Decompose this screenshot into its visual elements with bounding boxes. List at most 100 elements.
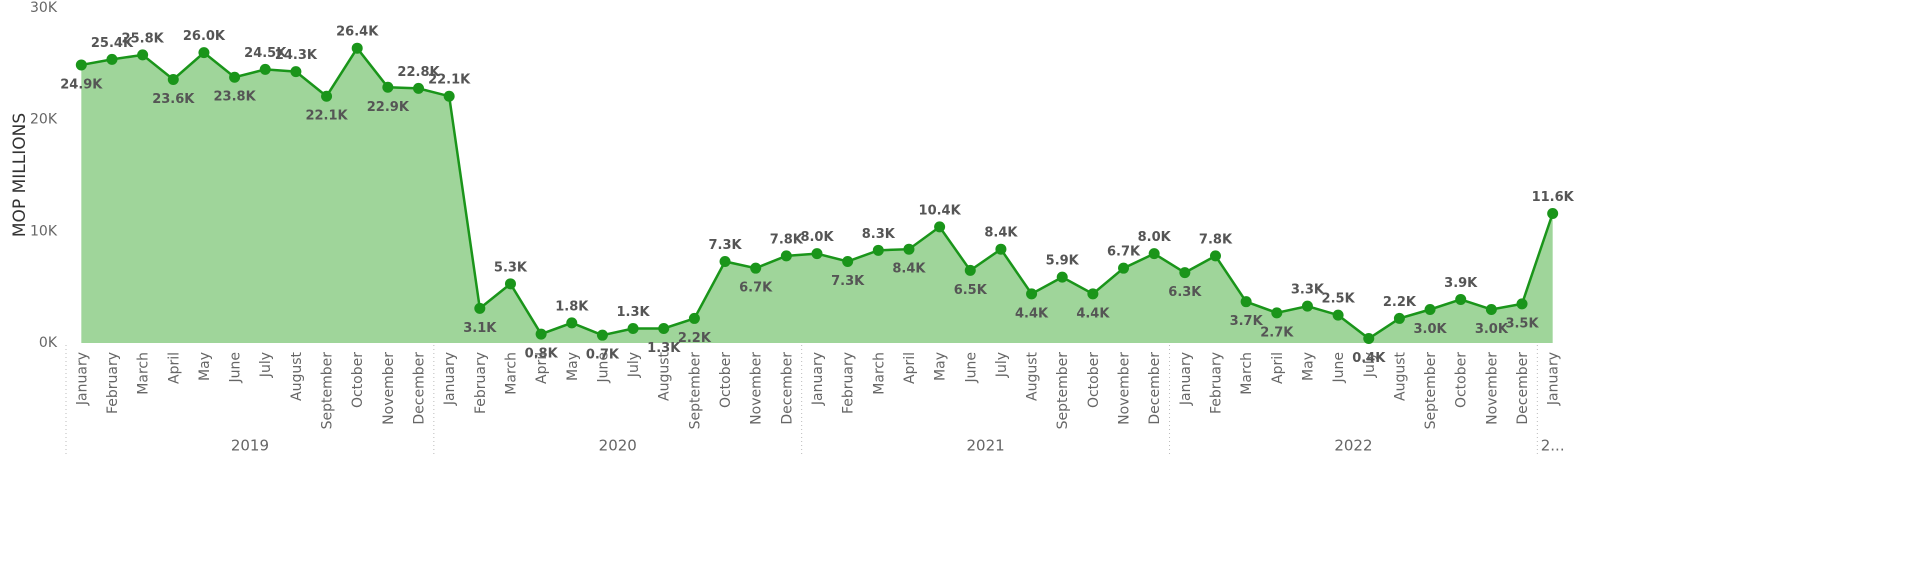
data-label: 22.8K <box>397 65 440 80</box>
data-label: 23.6K <box>152 92 195 107</box>
point <box>1363 333 1375 345</box>
point <box>1148 248 1160 260</box>
x-tick-label: August <box>657 351 673 401</box>
data-label: 3.1K <box>463 321 497 336</box>
x-tick-label: May <box>197 352 213 381</box>
point <box>1240 296 1252 308</box>
x-tick-label: January <box>810 352 826 406</box>
x-group-label: 2021 <box>966 437 1004 455</box>
x-tick-label: October <box>350 352 366 408</box>
data-label: 3.5K <box>1505 316 1539 331</box>
x-tick-label: March <box>136 352 152 395</box>
data-label: 2.7K <box>1260 325 1294 340</box>
point <box>566 317 578 329</box>
point <box>1087 288 1099 300</box>
point <box>627 322 639 334</box>
point <box>1485 304 1497 315</box>
point <box>1332 309 1344 321</box>
x-tick-label: July <box>258 352 274 378</box>
x-tick-label: March <box>871 352 887 395</box>
data-label: 3.7K <box>1230 314 1264 329</box>
point <box>1056 271 1068 283</box>
x-tick-label: January <box>442 352 458 406</box>
data-label: 3.0K <box>1414 322 1448 337</box>
x-tick-label: February <box>841 352 857 414</box>
x-tick-label: October <box>1086 352 1102 408</box>
y-tick-label: 0K <box>39 335 58 351</box>
data-label: 10.4K <box>919 203 962 218</box>
x-tick-label: March <box>503 352 519 395</box>
data-label: 8.0K <box>1138 230 1172 245</box>
point <box>1516 298 1528 310</box>
x-tick-label: January <box>74 352 90 406</box>
data-label: 1.8K <box>555 299 589 314</box>
x-tick-label: February <box>105 352 121 414</box>
point <box>167 73 179 85</box>
x-tick-label: September <box>687 352 703 430</box>
point <box>198 47 210 59</box>
data-label: 23.8K <box>214 90 257 105</box>
point <box>229 71 241 83</box>
point <box>290 66 302 78</box>
x-tick-label: July <box>1362 352 1378 378</box>
data-label: 7.8K <box>1199 232 1233 247</box>
data-label: 8.0K <box>800 230 834 245</box>
data-label: 24.3K <box>275 48 318 63</box>
data-label: 7.3K <box>708 238 742 253</box>
x-tick-label: May <box>933 352 949 381</box>
area <box>81 48 1553 343</box>
data-label: 24.9K <box>60 77 103 92</box>
data-label: 8.4K <box>984 226 1018 241</box>
data-label: 1.3K <box>647 341 681 356</box>
data-label: 2.2K <box>1383 295 1417 310</box>
point <box>351 42 363 54</box>
x-tick-label: January <box>1178 352 1194 406</box>
x-tick-label: December <box>1515 352 1531 425</box>
point <box>780 250 792 262</box>
x-tick-label: December <box>1147 352 1163 425</box>
point <box>413 82 425 94</box>
point <box>750 262 762 274</box>
data-label: 2.5K <box>1322 292 1356 307</box>
data-label: 25.4K <box>91 36 134 51</box>
point <box>596 329 608 341</box>
x-tick-label: April <box>902 352 918 384</box>
x-tick-label: September <box>320 352 336 430</box>
data-label: 26.4K <box>336 25 379 40</box>
data-label: 6.7K <box>1107 245 1141 260</box>
data-label: 0.7K <box>586 348 620 363</box>
data-label: 22.1K <box>305 109 348 124</box>
point <box>443 90 455 102</box>
point <box>1547 207 1559 219</box>
data-label: 7.3K <box>831 274 865 289</box>
x-tick-label: November <box>1117 352 1133 425</box>
x-tick-label: September <box>1423 352 1439 430</box>
data-label: 8.3K <box>862 227 896 242</box>
y-tick-label: 10K <box>30 223 58 239</box>
x-tick-label: April <box>1270 352 1286 384</box>
data-label: 3.9K <box>1444 276 1478 291</box>
point <box>1118 262 1130 274</box>
data-label: 6.5K <box>954 283 988 298</box>
data-label: 22.1K <box>428 73 471 88</box>
y-axis-title: MOP MILLIONS <box>10 113 30 237</box>
x-tick-label: July <box>994 352 1010 378</box>
point <box>842 255 854 267</box>
point <box>995 243 1007 255</box>
point <box>1209 250 1221 262</box>
point <box>688 312 700 324</box>
data-label: 5.3K <box>494 260 528 275</box>
x-tick-label: October <box>718 352 734 408</box>
point <box>382 81 394 93</box>
point <box>535 328 547 340</box>
data-label: 11.6K <box>1532 190 1575 205</box>
x-tick-label: May <box>1300 352 1316 381</box>
x-tick-label: April <box>166 352 182 384</box>
data-label: 22.9K <box>367 100 410 115</box>
data-label: 5.9K <box>1046 254 1080 269</box>
x-tick-label: January <box>1546 352 1562 406</box>
x-tick-label: November <box>749 352 765 425</box>
data-label: 26.0K <box>183 29 226 44</box>
x-group-label: 2019 <box>231 437 269 455</box>
